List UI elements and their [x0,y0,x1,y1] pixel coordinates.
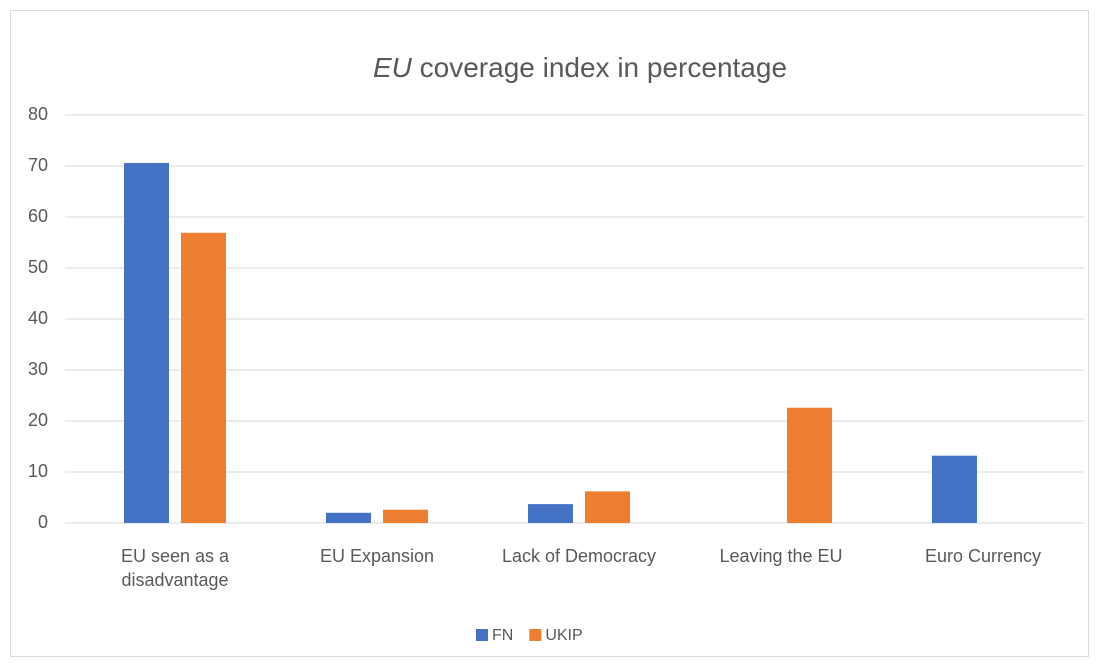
bar [932,455,977,523]
y-tick-label: 40 [28,308,48,328]
legend-swatch [476,629,488,641]
bar [787,407,832,523]
bar [124,162,169,523]
y-tick-label: 50 [28,257,48,277]
legend-label: FN [492,627,513,644]
y-tick-label: 20 [28,410,48,430]
legend-label: UKIP [545,627,582,644]
x-tick-label: Leaving the EU [719,546,843,566]
y-tick-label: 60 [28,206,48,226]
y-tick-label: 30 [28,359,48,379]
x-tick-label: EU Expansion [319,546,435,566]
x-tick-label: Lack of Democracy [501,546,657,566]
bar [528,504,573,523]
bar [585,491,630,523]
y-tick-label: 0 [38,512,48,532]
y-tick-label: 10 [28,461,48,481]
title-emphasis: EU [373,52,413,83]
bar [326,512,371,523]
x-tick-label: EU seen as a disadvantage [120,546,230,590]
title-rest: coverage index in percentage [420,52,787,83]
y-tick-label: 80 [28,104,48,124]
bar [383,509,428,523]
y-tick-label: 70 [28,155,48,175]
legend-swatch [529,629,542,641]
chart-title: EU coverage index in percentage [373,52,787,83]
bar [181,232,226,523]
x-tick-label: Euro Currency [924,546,1042,566]
